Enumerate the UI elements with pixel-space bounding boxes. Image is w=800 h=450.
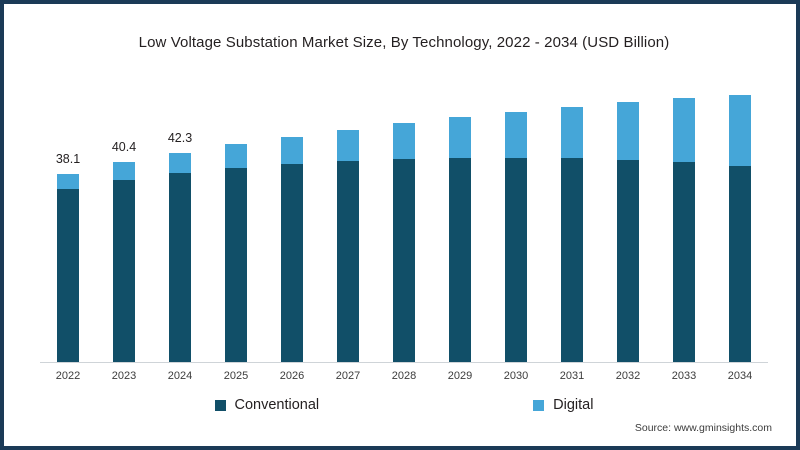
bar-segment-conventional[interactable] (337, 161, 359, 362)
chart-bar[interactable] (57, 173, 79, 362)
chart-bar[interactable] (449, 117, 471, 362)
bar-slot (544, 90, 600, 362)
x-tick-label: 2033 (671, 370, 697, 382)
plot-area (40, 90, 768, 362)
bar-segment-conventional[interactable] (57, 188, 79, 362)
x-tick-label: 2027 (335, 370, 361, 382)
bar-segment-digital[interactable] (113, 162, 135, 181)
bar-segment-conventional[interactable] (225, 168, 247, 362)
chart-bar[interactable] (113, 162, 135, 362)
bar-segment-digital[interactable] (281, 136, 303, 165)
bar-segment-digital[interactable] (57, 173, 79, 189)
bar-slot (656, 90, 712, 362)
bar-value-label: 40.4 (111, 140, 137, 155)
legend-label-digital: Digital (553, 397, 594, 413)
bar-segment-conventional[interactable] (561, 158, 583, 362)
bar-segment-conventional[interactable] (617, 159, 639, 362)
bar-segment-conventional[interactable] (729, 165, 751, 362)
bar-segment-conventional[interactable] (393, 159, 415, 362)
bar-segment-digital[interactable] (449, 117, 471, 159)
x-tick-label: 2032 (615, 370, 641, 382)
x-tick-label: 2024 (167, 370, 193, 382)
x-tick-label: 2029 (447, 370, 473, 382)
bar-segment-digital[interactable] (561, 106, 583, 159)
chart-bar[interactable] (617, 102, 639, 362)
legend-swatch-conventional (214, 399, 226, 411)
x-tick-label: 2022 (55, 370, 81, 382)
legend-item-conventional[interactable]: Conventional (214, 397, 320, 413)
legend-item-digital[interactable]: Digital (533, 397, 593, 413)
chart-bar[interactable] (281, 136, 303, 362)
bar-slot (712, 90, 768, 362)
bar-segment-conventional[interactable] (449, 158, 471, 362)
bar-slot (208, 90, 264, 362)
bar-segment-digital[interactable] (393, 123, 415, 160)
bar-slot (432, 90, 488, 362)
chart-title: Low Voltage Substation Market Size, By T… (138, 34, 670, 51)
source-attribution: Source: www.gminsights.com (634, 422, 772, 434)
x-tick-label: 2028 (391, 370, 417, 382)
bar-segment-conventional[interactable] (673, 162, 695, 362)
chart-bar[interactable] (225, 144, 247, 362)
chart-bar[interactable] (393, 123, 415, 362)
x-tick-label: 2025 (223, 370, 249, 382)
chart-bar[interactable] (673, 98, 695, 362)
bar-segment-conventional[interactable] (505, 157, 527, 362)
bar-value-label: 38.1 (55, 151, 81, 166)
bar-segment-digital[interactable] (729, 94, 751, 166)
x-tick-label: 2026 (279, 370, 305, 382)
bar-segment-digital[interactable] (169, 152, 191, 174)
bar-value-label: 42.3 (167, 130, 193, 145)
legend-label-conventional: Conventional (234, 397, 320, 413)
bar-segment-digital[interactable] (337, 129, 359, 162)
bar-slot (376, 90, 432, 362)
bar-slot (40, 90, 96, 362)
chart-bar[interactable] (169, 152, 191, 362)
bar-segment-conventional[interactable] (281, 164, 303, 362)
bar-segment-digital[interactable] (225, 144, 247, 169)
bar-slot (320, 90, 376, 362)
x-axis-line (40, 362, 768, 363)
bar-segment-digital[interactable] (617, 102, 639, 160)
chart-bar[interactable] (561, 106, 583, 362)
bar-segment-conventional[interactable] (169, 173, 191, 362)
x-tick-label: 2031 (559, 370, 585, 382)
bar-slot (152, 90, 208, 362)
chart-bar[interactable] (337, 129, 359, 362)
x-tick-label: 2034 (727, 370, 753, 382)
bar-slot (264, 90, 320, 362)
bar-segment-digital[interactable] (673, 98, 695, 163)
bar-slot (96, 90, 152, 362)
x-tick-label: 2030 (503, 370, 529, 382)
bar-segment-conventional[interactable] (113, 180, 135, 362)
chart-legend: Conventional Digital (4, 397, 796, 413)
bar-segment-digital[interactable] (505, 111, 527, 158)
chart-bar[interactable] (505, 111, 527, 362)
legend-swatch-digital (533, 399, 545, 411)
bar-slot (600, 90, 656, 362)
chart-bar[interactable] (729, 94, 751, 362)
bar-slot (488, 90, 544, 362)
x-tick-label: 2023 (111, 370, 137, 382)
